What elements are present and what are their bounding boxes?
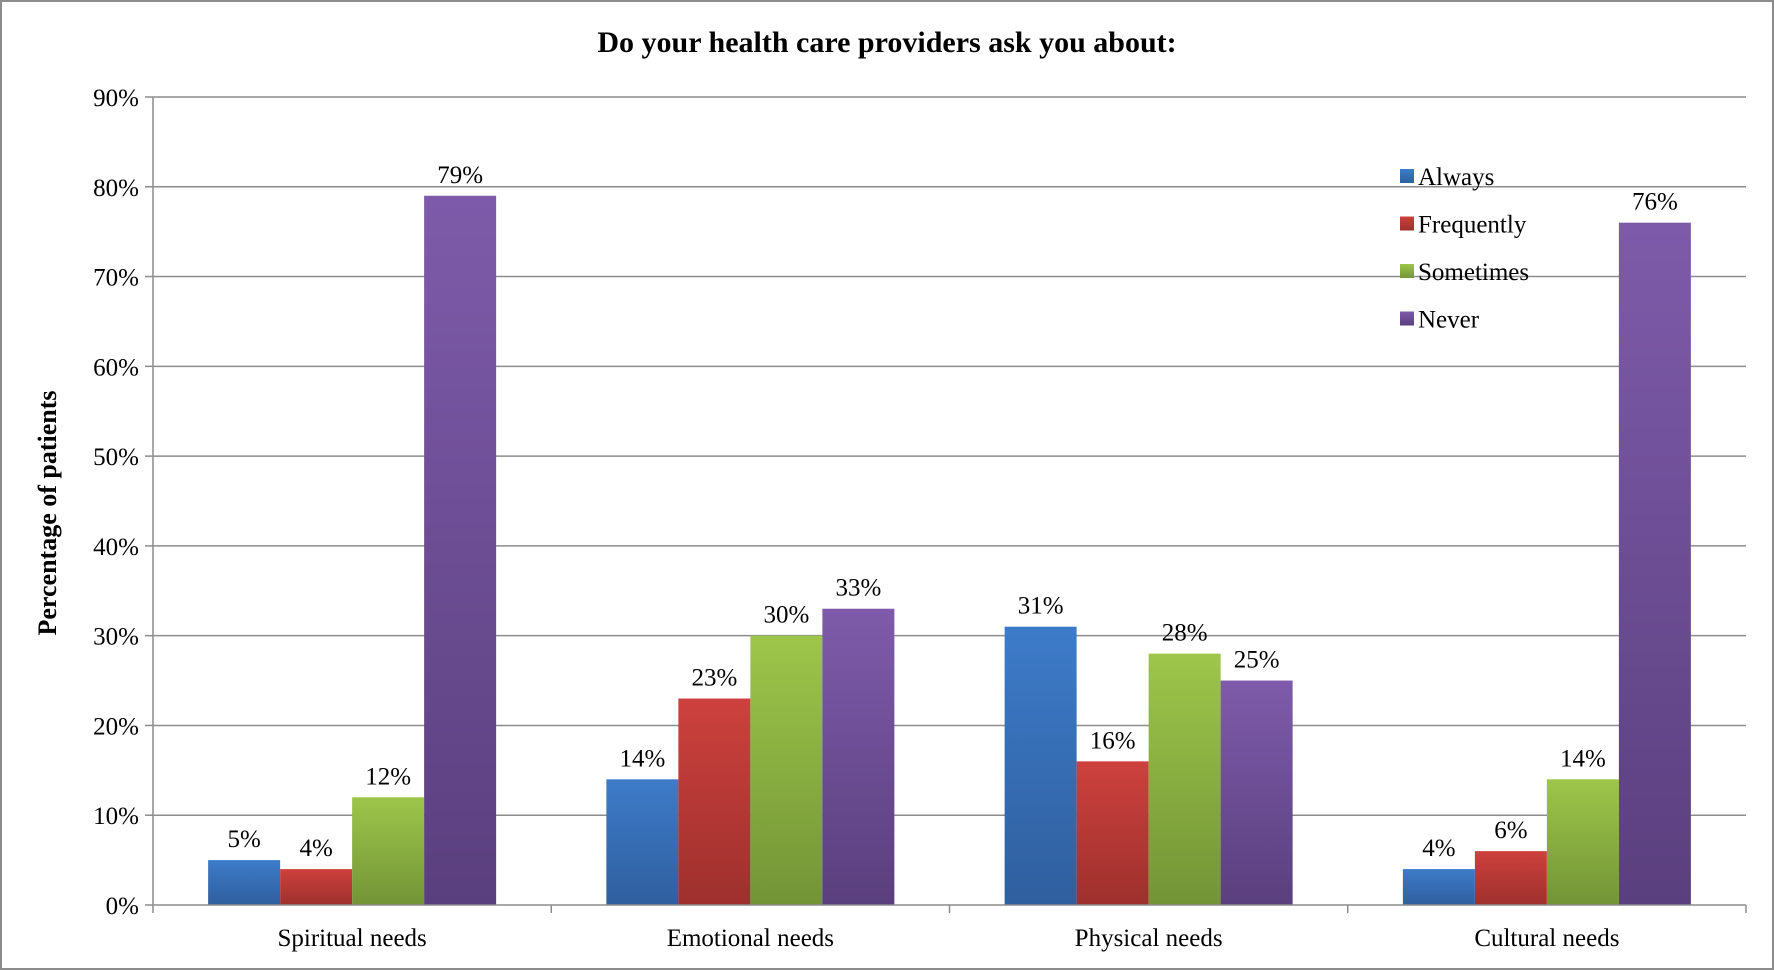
bar-always-1 [208,860,281,905]
data-label-never-4: 76% [1632,189,1678,216]
data-label-sometimes-2: 30% [763,602,809,629]
category-label-1: Spiritual needs [277,925,426,952]
legend: Always Frequently Sometimes Never [1400,164,1529,334]
data-label-always-1: 5% [227,826,260,853]
y-tick-label-6: 60% [93,354,139,381]
data-label-never-3: 25% [1234,647,1280,674]
data-label-frequently-1: 4% [299,835,332,862]
bar-always-2 [606,779,679,905]
legend-label-never: Never [1418,307,1480,334]
y-tick-label-9: 90% [93,85,139,112]
bar-always-4 [1402,869,1475,905]
data-label-always-3: 31% [1018,593,1064,620]
bar-sometimes-4 [1546,779,1619,905]
data-label-frequently-3: 16% [1090,727,1136,754]
category-label-4: Cultural needs [1474,925,1619,952]
legend-swatch-frequently [1400,216,1414,231]
bar-sometimes-2 [750,635,823,905]
data-label-never-2: 33% [835,575,881,602]
y-axis-label: Percentage of patients [33,390,62,635]
bar-never-1 [424,195,497,905]
bar-frequently-1 [280,869,353,905]
data-label-sometimes-1: 12% [365,763,411,790]
legend-swatch-sometimes [1400,264,1414,278]
data-labels: 5% 4% 12% 79% 14% 23% 30% 33% 31% 16% 28% 25% 4% 6% 14… [227,162,1677,862]
bars [208,195,1691,905]
y-tick-label-4: 40% [93,534,139,561]
bar-never-2 [822,608,895,905]
y-tick-label-2: 20% [93,713,139,740]
data-label-always-2: 14% [619,745,665,772]
y-tick-label-1: 10% [93,803,139,830]
data-label-never-1: 79% [437,162,483,189]
bar-always-3 [1004,626,1077,905]
axes [152,97,1747,913]
data-label-frequently-4: 6% [1494,817,1527,844]
y-tick-label-7: 70% [93,265,139,292]
legend-swatch-always [1400,169,1414,183]
category-label-2: Emotional needs [667,925,834,952]
y-tick-label-5: 50% [93,444,139,471]
y-tick-label-0: 0% [106,893,139,920]
bar-sometimes-1 [352,797,425,905]
y-tick-label-8: 80% [93,175,139,202]
data-label-sometimes-4: 14% [1560,745,1606,772]
bar-never-4 [1618,222,1691,905]
legend-label-always: Always [1418,164,1494,191]
category-label-3: Physical needs [1075,925,1223,952]
bar-never-3 [1220,680,1293,905]
legend-swatch-never [1400,311,1414,326]
data-label-frequently-2: 23% [691,665,737,692]
category-labels: Spiritual needs Emotional needs Physical n… [277,925,1619,952]
chart-title: Do your health care providers ask you ab… [597,26,1176,59]
bar-frequently-4 [1474,851,1547,905]
bar-frequently-2 [678,698,751,905]
bar-sometimes-3 [1148,653,1221,905]
data-label-always-4: 4% [1422,835,1455,862]
bar-frequently-3 [1076,761,1149,905]
data-label-sometimes-3: 28% [1162,620,1208,647]
y-tick-labels: 0% 10% 20% 30% 40% 50% 60% 70% 80% 90% [93,85,139,920]
legend-label-frequently: Frequently [1418,212,1527,239]
y-tick-label-3: 30% [93,624,139,651]
legend-label-sometimes: Sometimes [1418,259,1529,286]
